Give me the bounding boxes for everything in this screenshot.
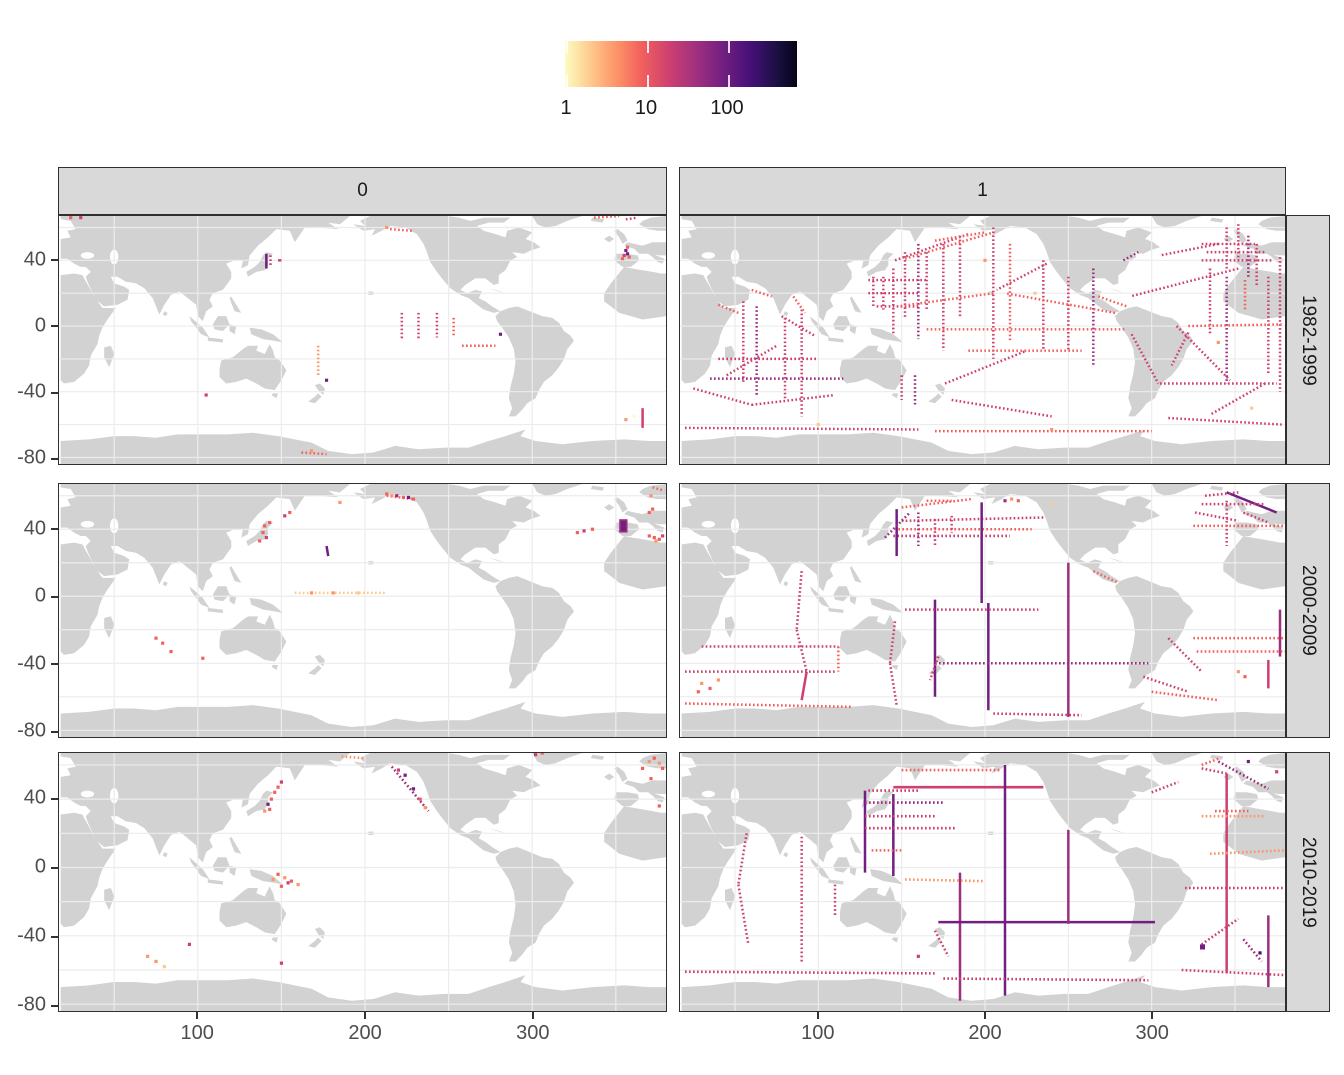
y-axis-label: -80	[17, 446, 46, 469]
y-axis-tick	[51, 730, 58, 733]
observation-tracks	[684, 224, 1282, 433]
y-axis-label: -80	[17, 719, 46, 742]
x-axis-tick	[364, 1012, 367, 1019]
x-axis-label: 300	[1135, 1022, 1169, 1044]
observation-tracks	[684, 756, 1285, 1001]
y-axis-label: -80	[17, 993, 46, 1016]
y-axis-tick	[51, 259, 58, 262]
y-axis-tick	[51, 866, 58, 869]
facet-panel-1-1982-1999	[679, 215, 1286, 465]
world-map	[680, 753, 1285, 1011]
y-axis-label: -40	[17, 652, 46, 675]
observation-tracks	[69, 216, 644, 456]
world-map	[59, 216, 666, 464]
world-map	[680, 484, 1285, 737]
facet-panel-0-2000-2009	[58, 483, 667, 738]
y-axis-label: 0	[34, 314, 46, 337]
world-map	[680, 216, 1285, 464]
y-axis-tick	[51, 325, 58, 328]
y-axis-tick	[51, 1004, 58, 1007]
y-axis-tick	[51, 663, 58, 666]
observation-tracks	[146, 753, 665, 969]
legend-tick-100	[728, 75, 730, 87]
x-axis-tick	[984, 1012, 986, 1019]
colorbar-gradient	[565, 41, 797, 87]
legend-tick-100	[728, 41, 730, 53]
x-axis-label: 200	[348, 1022, 382, 1044]
y-axis-tick	[51, 797, 58, 800]
y-axis-tick	[51, 595, 58, 598]
y-axis-label: 0	[34, 584, 46, 607]
legend-tick-10	[647, 41, 649, 53]
y-axis-tick	[51, 935, 58, 938]
x-axis-tick	[196, 1012, 199, 1019]
x-axis-label: 300	[516, 1022, 550, 1044]
x-axis-tick	[816, 1012, 819, 1019]
y-axis-tick	[51, 457, 58, 460]
y-axis-label: 40	[23, 248, 46, 271]
facet-panel-0-2010-2019	[58, 752, 667, 1012]
facet-strip-row-2010-2019: 2010-2019	[1286, 752, 1330, 1012]
facet-panel-0-1982-1999	[58, 215, 667, 465]
x-axis-label: 100	[801, 1022, 835, 1044]
x-axis-label: 100	[180, 1022, 214, 1044]
y-axis-tick	[51, 391, 58, 394]
facet-strip-col-1: 1	[679, 167, 1286, 215]
legend-tick-10	[647, 75, 649, 87]
legend-tick-label-10: 10	[634, 97, 658, 119]
x-axis-label: 200	[968, 1022, 1002, 1044]
y-axis-label: 40	[23, 786, 46, 809]
world-map	[59, 484, 666, 737]
facet-strip-row-1982-1999: 1982-1999	[1286, 215, 1330, 465]
x-axis-tick	[531, 1012, 534, 1019]
y-axis-tick	[51, 528, 58, 531]
y-axis-label: 0	[34, 855, 46, 878]
y-axis-label: -40	[17, 380, 46, 403]
x-axis-tick	[1151, 1012, 1154, 1019]
facet-strip-col-0: 0	[58, 167, 667, 215]
y-axis-label: -40	[17, 924, 46, 947]
legend-tick-label-100: 100	[710, 97, 744, 119]
legend-tick-1	[566, 75, 568, 87]
y-axis-label: 40	[23, 517, 46, 540]
observation-tracks	[154, 486, 665, 660]
facet-panel-1-2010-2019	[679, 752, 1286, 1012]
observation-tracks	[684, 491, 1285, 717]
legend-tick-label-1: 1	[560, 97, 572, 119]
facet-strip-row-2000-2009: 2000-2009	[1286, 483, 1330, 738]
facet-panel-1-2000-2009	[679, 483, 1286, 738]
world-map	[59, 753, 666, 1011]
legend-tick-1	[566, 41, 568, 53]
